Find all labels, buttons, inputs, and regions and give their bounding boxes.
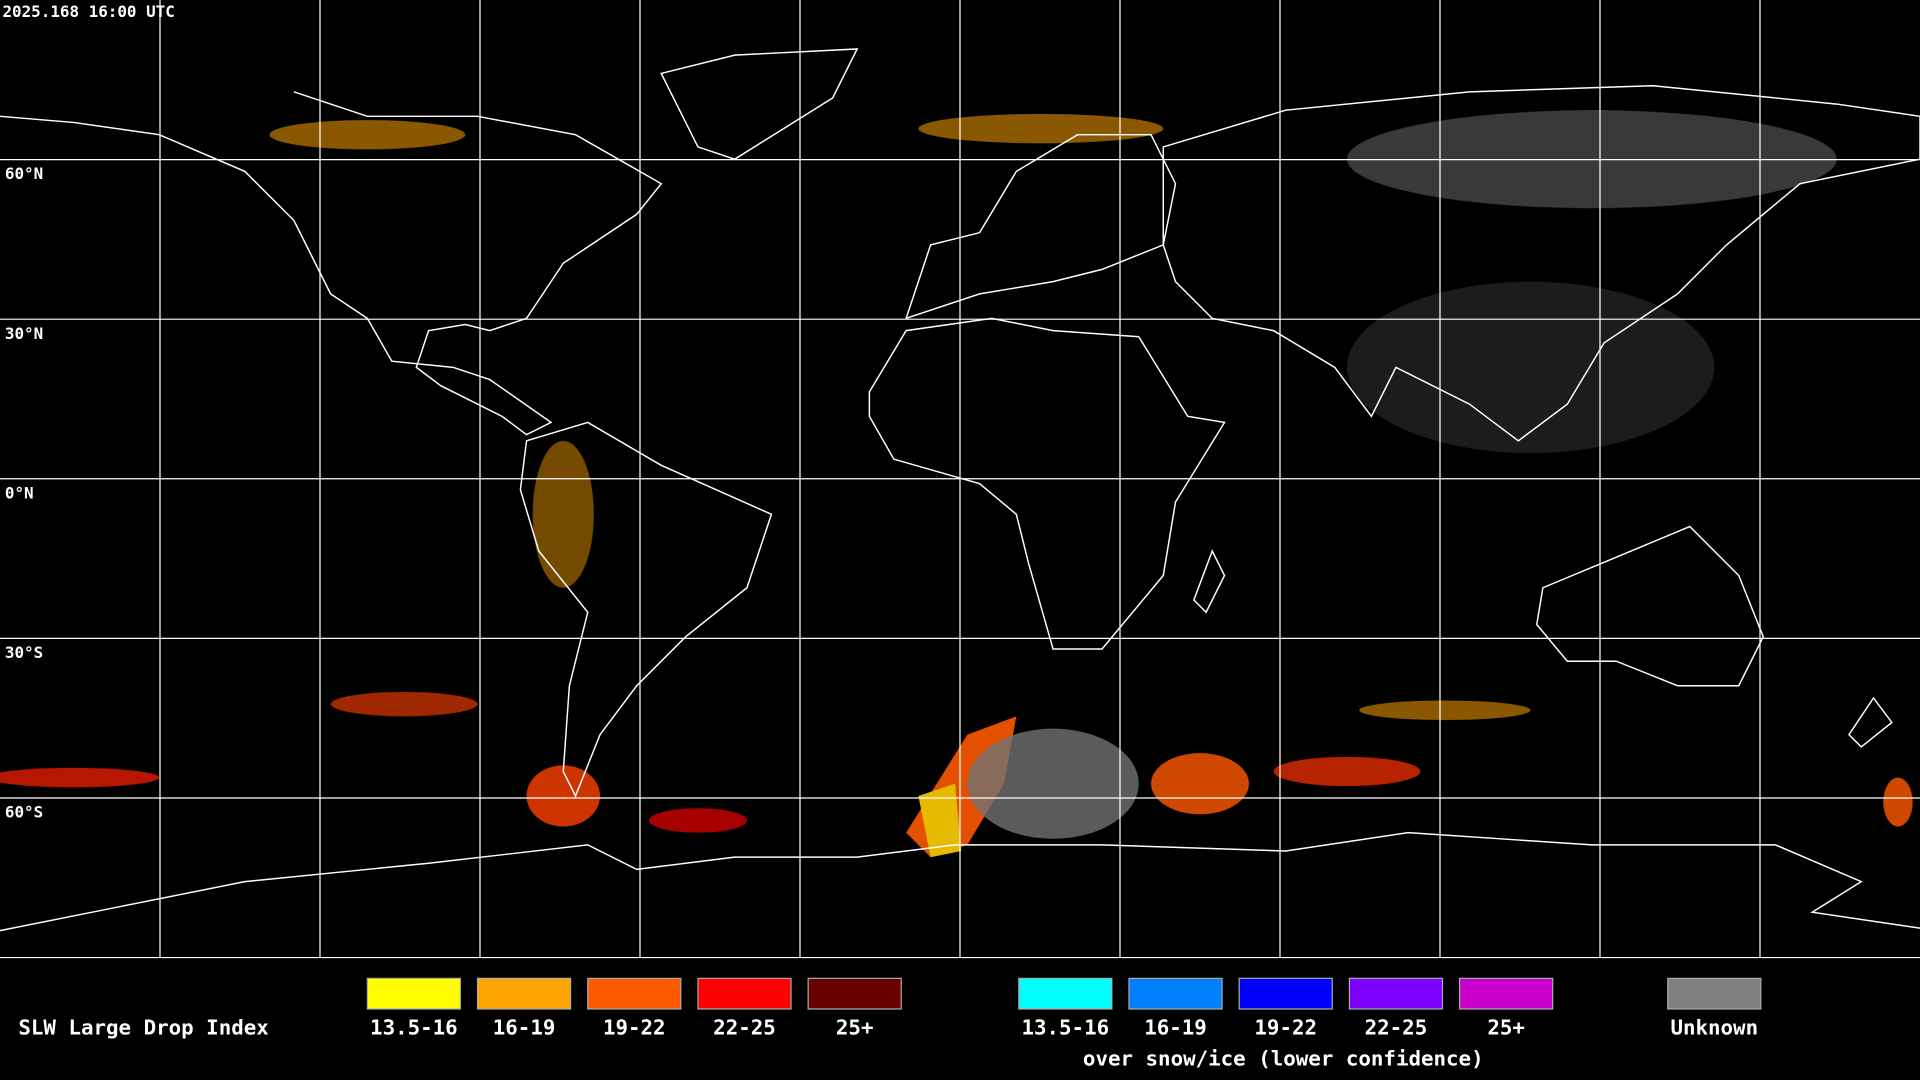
coast-greenland bbox=[660, 48, 859, 160]
legend-label: 25+ bbox=[1487, 1016, 1525, 1040]
coast-north-america bbox=[0, 91, 663, 436]
coast-madagascar bbox=[1193, 549, 1226, 614]
legend-swatch bbox=[1348, 977, 1444, 1010]
lat-label: 60°S bbox=[5, 803, 43, 822]
coast-australia bbox=[1535, 525, 1765, 687]
legend-swatch bbox=[476, 977, 572, 1010]
drop-area bbox=[918, 113, 1164, 144]
legend-label: 25+ bbox=[836, 1016, 874, 1040]
legend-swatch bbox=[807, 977, 902, 1010]
drop-area bbox=[1359, 700, 1531, 720]
coastlines bbox=[0, 48, 1920, 932]
coast-asia bbox=[1162, 84, 1920, 442]
graticule: 60°N 30°N 0°N 30°S 60°S bbox=[0, 0, 1920, 959]
unknown-area bbox=[967, 728, 1139, 839]
lat-label: 30°S bbox=[5, 643, 43, 662]
legend-label: 16-19 bbox=[1144, 1016, 1207, 1040]
drop-area bbox=[269, 120, 466, 150]
legend-label: 16-19 bbox=[493, 1016, 556, 1040]
lat-label: 60°N bbox=[5, 164, 43, 183]
coast-new-zealand bbox=[1848, 696, 1893, 748]
legend-label: 22-25 bbox=[1365, 1016, 1428, 1040]
legend-swatch bbox=[587, 977, 682, 1010]
legend-swatch bbox=[366, 977, 462, 1010]
coast-antarctica bbox=[0, 831, 1920, 932]
legend-swatch bbox=[697, 977, 792, 1010]
cloud-layer bbox=[0, 110, 1913, 858]
legend-label: 13.5-16 bbox=[1021, 1016, 1109, 1040]
coast-africa bbox=[868, 317, 1226, 650]
snow-note: over snow/ice (lower confidence) bbox=[1083, 1046, 1484, 1070]
legend-swatch bbox=[1667, 977, 1762, 1010]
drop-area bbox=[1273, 756, 1421, 787]
drop-area bbox=[532, 440, 594, 588]
timestamp: 2025.168 16:00 UTC bbox=[2, 2, 174, 21]
legend-label: Unknown bbox=[1670, 1016, 1758, 1040]
drop-area bbox=[0, 767, 160, 788]
drop-area bbox=[1151, 753, 1249, 815]
legend-swatch bbox=[1458, 977, 1554, 1010]
legend-swatch bbox=[1018, 977, 1113, 1010]
legend-label: 19-22 bbox=[603, 1016, 666, 1040]
drop-area bbox=[330, 691, 478, 717]
drop-area bbox=[526, 765, 600, 827]
legend-swatch bbox=[1128, 977, 1223, 1010]
legend-label: 19-22 bbox=[1254, 1016, 1317, 1040]
drop-area bbox=[918, 783, 962, 858]
legend-swatch bbox=[1238, 977, 1333, 1010]
legend-label: 13.5-16 bbox=[370, 1016, 458, 1040]
drop-area bbox=[1883, 777, 1913, 827]
drop-area bbox=[648, 808, 747, 833]
lat-label: 0°N bbox=[5, 483, 34, 502]
unknown-area bbox=[1346, 281, 1715, 454]
legend: 13.5-16 16-19 19-22 22-25 25+ 13.5-16 16-19 19-… bbox=[366, 977, 1762, 1040]
lat-label: 30°N bbox=[5, 324, 43, 343]
legend-title: SLW Large Drop Index bbox=[18, 1016, 268, 1040]
legend-label: 22-25 bbox=[713, 1016, 776, 1040]
coast-south-america bbox=[519, 421, 773, 798]
